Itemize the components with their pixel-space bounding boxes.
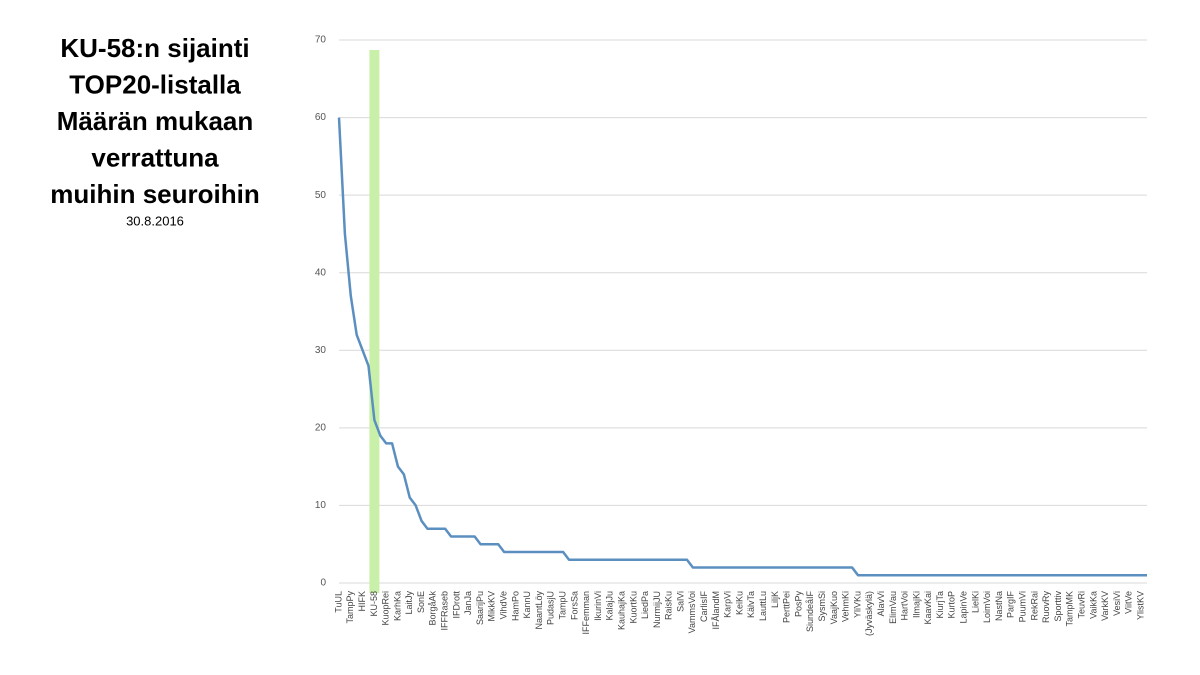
- x-tick-label: VaajKuo: [829, 591, 839, 624]
- x-tick-label: BorgåAk: [428, 591, 438, 626]
- highlight-band: [369, 50, 380, 593]
- y-tick-label: 10: [315, 500, 327, 511]
- x-tick-label: KuopRei: [381, 591, 391, 626]
- x-tick-label: IFÅlandM: [711, 591, 721, 630]
- x-tick-label: Sporttiv: [1053, 591, 1063, 622]
- x-tick-label: VihdVe: [499, 591, 509, 619]
- x-tick-label: VammsVoi: [687, 591, 697, 633]
- x-tick-label: LapinVe: [959, 591, 969, 624]
- x-tick-label: MikkKV: [487, 591, 497, 622]
- x-tick-label: LoimVoi: [982, 591, 992, 623]
- x-tick-label: HamPo: [510, 591, 520, 621]
- x-tick-label: LiljK: [770, 591, 780, 608]
- x-tick-label: PosPy: [793, 591, 803, 618]
- x-tick-label: HartVoi: [900, 591, 910, 621]
- x-tick-label: KeiKu: [734, 591, 744, 615]
- y-tick-label: 30: [315, 345, 327, 356]
- x-tick-label: PuumVi: [1018, 591, 1028, 622]
- x-tick-label: LiedPa: [640, 591, 650, 619]
- x-tick-label: NurmijJU: [652, 591, 662, 628]
- x-tick-label: KalajJu: [605, 591, 615, 621]
- x-tick-label: SaarijPu: [475, 591, 485, 625]
- x-tick-label: TampU: [557, 591, 567, 620]
- x-tick-label: HIFK: [357, 591, 367, 612]
- x-tick-label: KarhKa: [392, 591, 402, 621]
- x-tick-label: KaavKai: [923, 591, 933, 625]
- x-tick-label: SalVi: [675, 591, 685, 612]
- x-tick-label: PerttPei: [782, 591, 792, 623]
- y-tick-label: 20: [315, 422, 327, 433]
- y-tick-label: 0: [320, 578, 326, 589]
- x-tick-label: VesiVi: [1112, 591, 1122, 616]
- x-tick-label: KU-58: [369, 591, 379, 617]
- x-tick-label: IFFRaseb: [440, 591, 450, 631]
- x-tick-label: SysmSi: [817, 591, 827, 622]
- x-tick-label: KuortKu: [628, 591, 638, 624]
- x-tick-label: KurtoP: [947, 591, 957, 619]
- x-tick-label: IFDrott: [451, 591, 461, 619]
- x-tick-label: PargIF: [1006, 591, 1016, 619]
- y-tick-label: 60: [315, 112, 327, 123]
- x-tick-label: RekRai: [1029, 591, 1039, 621]
- x-tick-label: YlistKV: [1135, 591, 1145, 620]
- x-tick-label: VarkKV: [1100, 591, 1110, 621]
- y-tick-label: 40: [315, 267, 327, 278]
- y-tick-label: 50: [315, 190, 327, 201]
- x-tick-label: KauhajKa: [616, 591, 626, 630]
- x-tick-label: IFFemman: [581, 591, 591, 635]
- x-tick-label: SonE: [416, 591, 426, 613]
- x-tick-label: (Jyväskylä): [864, 591, 874, 636]
- x-tick-label: VaikKa: [1088, 591, 1098, 619]
- x-tick-label: LielKi: [970, 591, 980, 613]
- x-tick-label: NastNa: [994, 591, 1004, 621]
- x-tick-label: IlmajKi: [911, 591, 921, 618]
- chart-title: Määrän mukaan: [57, 106, 254, 136]
- y-tick-label: 70: [315, 35, 327, 46]
- chart-title: muihin seuroihin: [50, 179, 259, 209]
- x-tick-label: SiundeåIF: [805, 591, 815, 633]
- subtitle: 30.8.2016: [126, 213, 184, 228]
- x-tick-label: LaitJy: [404, 591, 414, 615]
- x-tick-label: KannU: [522, 591, 532, 619]
- x-tick-label: KiurjTa: [935, 591, 945, 619]
- x-tick-label: TampPy: [345, 591, 355, 624]
- x-tick-label: AlavVi: [876, 591, 886, 616]
- x-tick-label: RuovRy: [1041, 591, 1051, 624]
- x-tick-label: CarlisIF: [699, 590, 709, 622]
- x-tick-label: ViitVe: [1124, 591, 1134, 614]
- x-tick-label: NaantLöy: [534, 591, 544, 630]
- x-tick-label: TampMK: [1065, 591, 1075, 627]
- chart-title: verrattuna: [91, 142, 219, 172]
- x-tick-label: IkurinVi: [593, 591, 603, 621]
- x-tick-label: JanJa: [463, 591, 473, 615]
- x-tick-label: KälvTa: [746, 591, 756, 618]
- x-tick-label: TuUL: [333, 591, 343, 613]
- chart-title: KU-58:n sijainti: [60, 33, 249, 63]
- data-line: [337, 117, 1147, 577]
- x-tick-label: ForsSa: [569, 591, 579, 620]
- x-tick-label: TeuvRi: [1076, 591, 1086, 619]
- x-tick-label: RaisKu: [664, 591, 674, 620]
- x-tick-label: KarpVi: [723, 591, 733, 618]
- x-tick-label: ElimVau: [888, 591, 898, 624]
- x-tick-label: LauttLu: [758, 591, 768, 621]
- x-tick-label: VehmKi: [841, 591, 851, 622]
- x-tick-label: PudasjU: [546, 591, 556, 625]
- chart-title: TOP20-listalla: [69, 69, 241, 99]
- x-tick-label: YliVKu: [852, 591, 862, 618]
